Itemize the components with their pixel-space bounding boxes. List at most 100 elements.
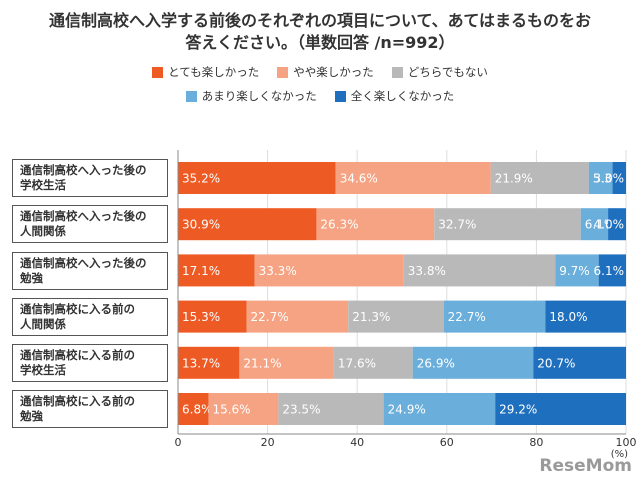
category-label-line-1: 通信制高校へ入った後の xyxy=(20,256,147,270)
category-label-line-1: 通信制高校に入る前の xyxy=(20,302,135,316)
data-label: 32.7% xyxy=(438,218,476,232)
category-label-line-1: 通信制高校に入る前の xyxy=(20,348,135,362)
bar-segment xyxy=(246,300,349,333)
chart-title-line-1: 通信制高校へ入学する前後のそれぞれの項目について、あてはまるものをお xyxy=(48,11,592,30)
x-tick-label: 100 xyxy=(616,436,637,449)
data-label: 17.6% xyxy=(338,356,376,370)
bar-segment xyxy=(333,346,413,379)
data-label: 33.3% xyxy=(259,264,297,278)
data-label: 6.1% xyxy=(594,264,625,278)
data-label: 20.7% xyxy=(537,356,575,370)
bar-segment xyxy=(555,254,599,287)
data-label: 6.8% xyxy=(182,403,213,417)
data-label: 33.8% xyxy=(408,264,446,278)
legend-item-neither: どちらでもない xyxy=(391,64,488,80)
bar-segment xyxy=(434,208,581,241)
legend-item-not-at-all-enjoyable: 全く楽しくなかった xyxy=(334,88,455,104)
chart-title: 通信制高校へ入学する前後のそれぞれの項目について、あてはまるものをお 答えくださ… xyxy=(14,10,626,54)
bar-segment xyxy=(412,346,534,379)
x-tick-label: 0 xyxy=(175,436,182,449)
bar-segment xyxy=(580,208,609,241)
legend-label: 全く楽しくなかった xyxy=(350,89,455,103)
bar-segment xyxy=(588,162,613,194)
category-label-box: 通信制高校に入る前の 学校生活 xyxy=(12,344,168,382)
chart-title-line-2: 答えください。（単数回答 /n=992） xyxy=(185,33,455,52)
data-label: 9.7% xyxy=(559,264,590,278)
legend-swatch xyxy=(185,90,197,102)
legend-label: あまり楽しくなかった xyxy=(201,89,317,103)
bar-segment xyxy=(533,346,626,379)
bar-segment xyxy=(178,300,247,333)
bar-segment xyxy=(178,346,240,379)
bar-segment xyxy=(316,208,435,241)
data-label: 15.6% xyxy=(212,403,250,417)
bar-segment xyxy=(254,254,404,287)
data-label: 21.3% xyxy=(352,310,390,324)
source-logo: ReseMom xyxy=(539,456,632,476)
legend-row-2: あまり楽しくなかった 全く楽しくなかった xyxy=(0,88,640,104)
x-tick-label: 40 xyxy=(350,436,364,449)
data-label: 26.9% xyxy=(417,356,455,370)
category-label-line-2: 勉強 xyxy=(20,271,43,285)
category-label-line-1: 通信制高校に入る前の xyxy=(20,394,135,408)
data-label: 34.6% xyxy=(340,172,378,186)
bar-segment xyxy=(612,162,626,194)
bar-segment xyxy=(608,208,626,241)
bar-segment xyxy=(335,162,491,194)
category-label-box: 通信制高校に入る前の 勉強 xyxy=(12,390,168,428)
bar-segment xyxy=(383,393,496,425)
legend-swatch xyxy=(277,66,289,78)
data-label: 4.0% xyxy=(594,218,625,232)
data-label: 13.7% xyxy=(182,356,220,370)
category-label-line-2: 人間関係 xyxy=(20,317,66,331)
legend-label: やや楽しかった xyxy=(293,65,374,79)
bar-segment xyxy=(348,300,444,333)
data-label: 23.5% xyxy=(282,403,320,417)
legend-row-1: とても楽しかった やや楽しかった どちらでもない xyxy=(0,64,640,80)
data-label: 6.1% xyxy=(585,218,616,232)
legend-label: どちらでもない xyxy=(407,65,488,79)
data-label: 3.0% xyxy=(594,172,625,186)
category-label-box: 通信制高校へ入った後の 人間関係 xyxy=(12,205,168,243)
bar-segment xyxy=(545,300,626,333)
bar-segment xyxy=(598,254,626,287)
category-label-line-2: 学校生活 xyxy=(20,178,66,192)
x-tick-label: 60 xyxy=(440,436,454,449)
category-label-box: 通信制高校に入る前の 人間関係 xyxy=(12,298,168,336)
bar-segment xyxy=(443,300,546,333)
data-label: 21.9% xyxy=(495,172,533,186)
data-label: 21.1% xyxy=(243,356,281,370)
bar-segment xyxy=(403,254,556,287)
category-label-box: 通信制高校へ入った後の 学校生活 xyxy=(12,159,168,197)
legend-swatch xyxy=(152,66,164,78)
data-label: 18.0% xyxy=(549,310,587,324)
bar-segment xyxy=(178,393,209,425)
x-axis-unit: (%) xyxy=(611,449,628,460)
data-label: 30.9% xyxy=(182,218,220,232)
data-label: 29.2% xyxy=(499,403,537,417)
data-label: 24.9% xyxy=(388,403,426,417)
category-label-line-2: 勉強 xyxy=(20,409,43,423)
category-label-line-1: 通信制高校へ入った後の xyxy=(20,163,147,177)
data-label: 22.7% xyxy=(251,310,289,324)
data-label: 22.7% xyxy=(448,310,486,324)
x-tick-label: 80 xyxy=(529,436,543,449)
data-label: 15.3% xyxy=(182,310,220,324)
category-label-line-2: 人間関係 xyxy=(20,224,66,238)
category-label-box: 通信制高校へ入った後の 勉強 xyxy=(12,252,168,290)
legend-swatch xyxy=(391,66,403,78)
legend-item-somewhat-enjoyable: やや楽しかった xyxy=(277,64,374,80)
legend-label: とても楽しかった xyxy=(168,65,260,79)
data-label: 35.2% xyxy=(182,172,220,186)
category-label-line-1: 通信制高校へ入った後の xyxy=(20,209,147,223)
category-label-line-2: 学校生活 xyxy=(20,363,66,377)
bar-segment xyxy=(178,208,317,241)
legend-item-not-very-enjoyable: あまり楽しくなかった xyxy=(185,88,317,104)
data-label: 26.3% xyxy=(320,218,358,232)
data-label: 17.1% xyxy=(182,264,220,278)
bar-segment xyxy=(178,254,255,287)
bar-segment xyxy=(278,393,384,425)
bar-segment xyxy=(490,162,589,194)
x-tick-label: 20 xyxy=(261,436,275,449)
